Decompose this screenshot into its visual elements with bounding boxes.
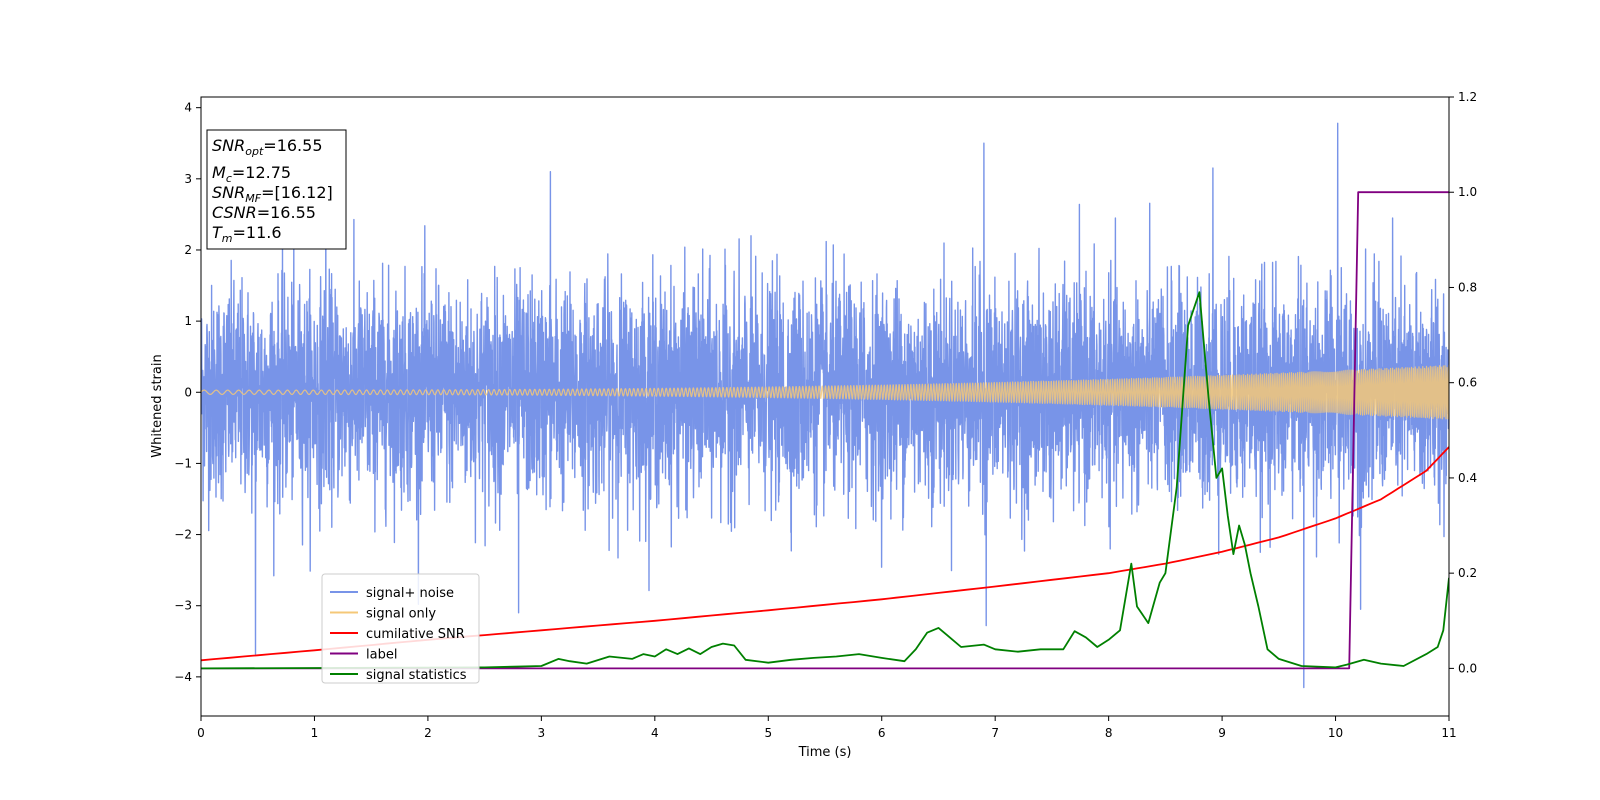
y-axis-title: Whitened strain [150, 354, 165, 457]
annotation-line: Tm=11.6 [212, 223, 282, 245]
series-line-label [201, 191, 1449, 670]
series-line-signal-noise [201, 122, 1449, 689]
legend: signal+ noise signal only cumilative SNR la… [321, 573, 480, 684]
series-line-cumilative-snr [201, 446, 1449, 662]
series-line-signal-only [201, 364, 1449, 420]
legend-label: label [366, 648, 397, 663]
y2-tick-label: 1.0 [1458, 185, 1477, 199]
x-tick-label: 1 [311, 726, 319, 740]
x-tick-label: 2 [424, 726, 432, 740]
x-axis-title: Time (s) [798, 745, 852, 760]
legend-label: signal only [366, 607, 436, 622]
y-tick-label: 2 [184, 243, 192, 257]
annotation-box: SNRopt=16.55 Mc=12.75SNRMF=[16.12]CSNR=16… [206, 129, 347, 250]
plot-area [201, 122, 1449, 689]
x-tick-label: 7 [991, 726, 999, 740]
y-tick-label: −3 [174, 599, 192, 613]
legend-label: signal+ noise [366, 586, 454, 601]
x-tick-label: 6 [878, 726, 886, 740]
y2-tick-label: 1.2 [1458, 90, 1477, 104]
legend-label: signal statistics [366, 668, 467, 683]
y-tick-label: 1 [184, 314, 192, 328]
x-tick-label: 8 [1105, 726, 1113, 740]
x-tick-label: 9 [1218, 726, 1226, 740]
x-tick-label: 11 [1441, 726, 1456, 740]
y-tick-label: 4 [184, 101, 192, 115]
y-tick-label: −4 [174, 670, 192, 684]
x-tick-label: 5 [764, 726, 772, 740]
y-tick-label: 0 [184, 385, 192, 399]
x-tick-label: 10 [1328, 726, 1343, 740]
y2-tick-label: 0.0 [1458, 661, 1477, 675]
x-axis: 0 1 2 3 4 5 6 7 8 9 10 11 [197, 716, 1457, 740]
annotation-line: Mc=12.75 [212, 163, 291, 185]
x-tick-label: 3 [538, 726, 546, 740]
y-axis-left: 4 3 2 1 0 −1 −2 −3 −4 [174, 101, 201, 684]
annotation-line: SNRMF=[16.12] [212, 183, 333, 205]
y2-tick-label: 0.8 [1458, 280, 1477, 294]
series-line-signal-statistics [201, 291, 1449, 670]
annotation-line: CSNR=16.55 [212, 203, 316, 222]
annotation-frame [206, 129, 347, 250]
y2-tick-label: 0.4 [1458, 471, 1477, 485]
y-tick-label: −2 [174, 528, 192, 542]
y-axis-right: 1.2 1.0 0.8 0.6 0.4 0.2 0.0 [1449, 90, 1477, 675]
y-tick-label: 3 [184, 172, 192, 186]
x-tick-label: 0 [197, 726, 205, 740]
annotation-line: SNRopt=16.55 [212, 136, 323, 158]
y2-tick-label: 0.6 [1458, 376, 1477, 390]
y2-tick-label: 0.2 [1458, 566, 1477, 580]
x-tick-label: 4 [651, 726, 659, 740]
plot-frame [200, 96, 1450, 717]
legend-frame [321, 573, 480, 684]
legend-label: cumilative SNR [366, 627, 465, 642]
y-tick-label: −1 [174, 456, 192, 470]
